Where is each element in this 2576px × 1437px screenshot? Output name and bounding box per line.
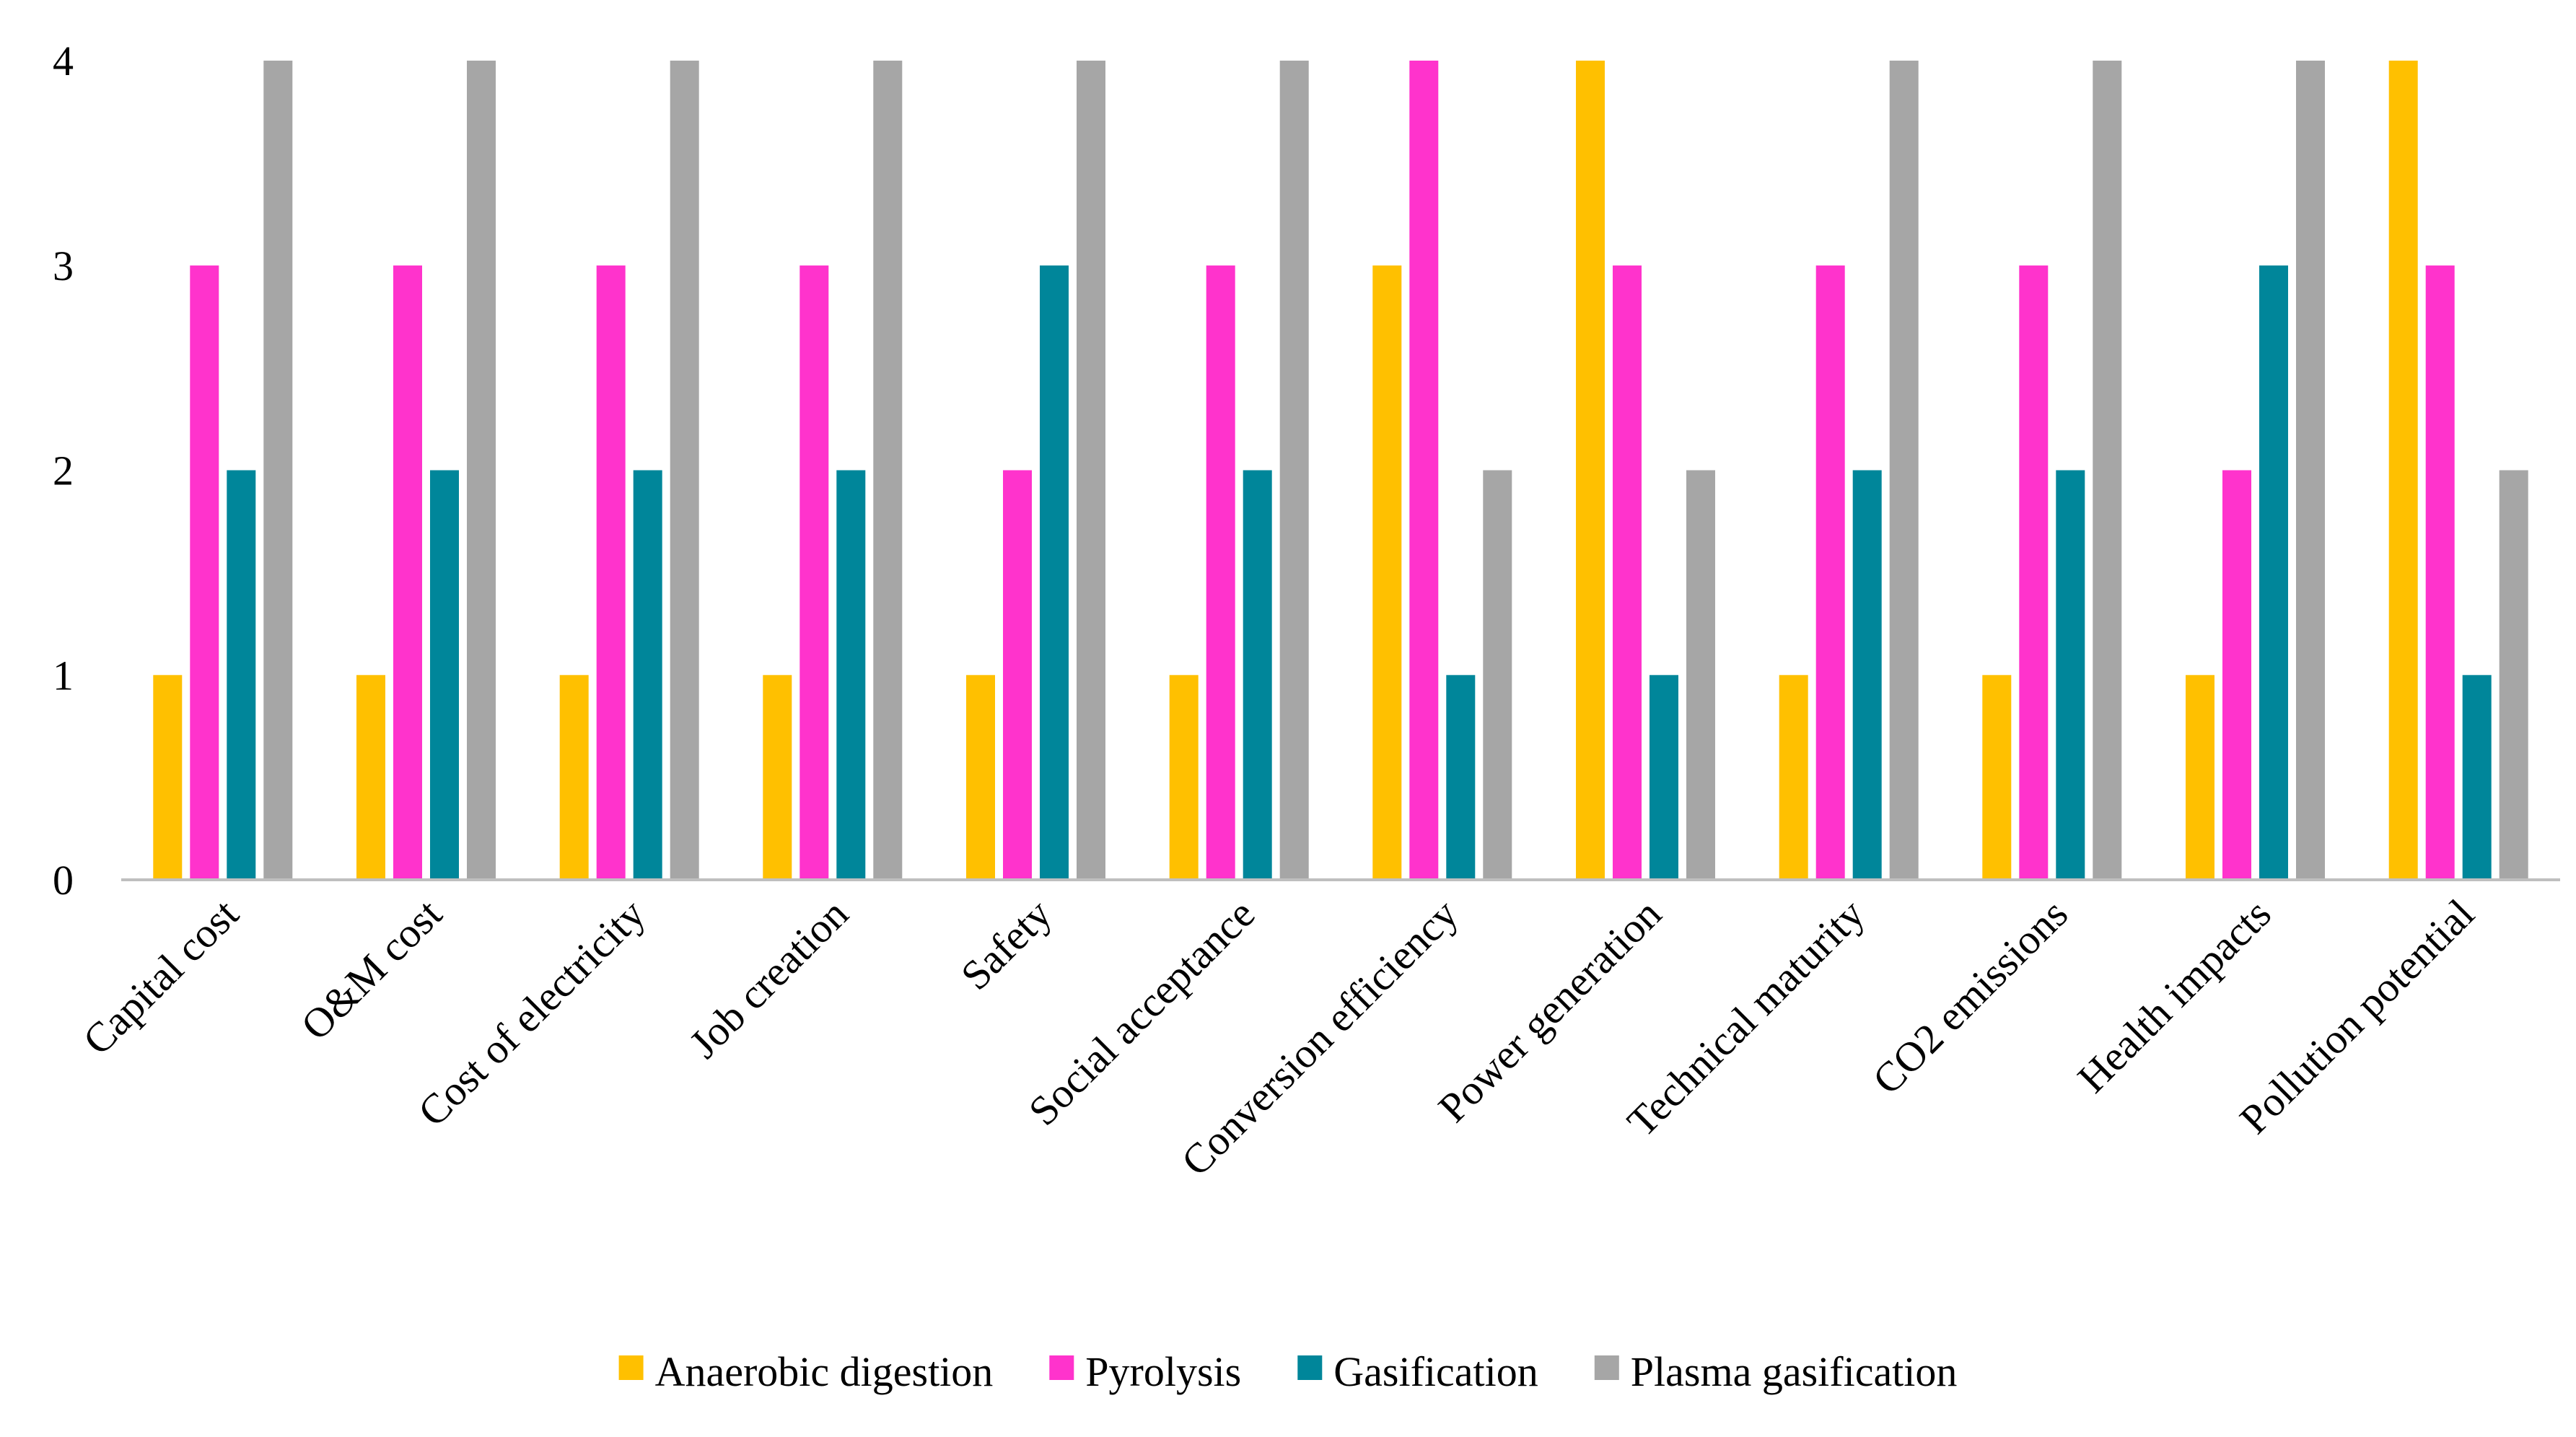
bar-4-8 [1686,470,1715,880]
legend-swatch-4 [1594,1355,1619,1380]
y-tick-label-1: 1 [53,652,74,699]
y-tick-label-0: 0 [53,857,74,904]
legend-swatch-3 [1297,1355,1323,1380]
bar-2-9 [1815,265,1845,881]
bar-1-12 [2388,61,2418,880]
bar-4-9 [1889,61,1919,880]
x-tick-label-5: Safety [952,890,1061,999]
x-tick-label-8: Power generation [1429,890,1670,1131]
bar-2-8 [1613,265,1642,881]
bar-4-1 [263,61,293,880]
x-tick-label-1: Capital cost [74,890,247,1064]
bar-3-6 [1243,470,1272,880]
bar-3-7 [1446,675,1476,881]
bar-1-11 [2186,675,2214,881]
bar-4-3 [670,61,699,880]
bar-2-1 [190,265,219,881]
bar-4-11 [2296,61,2325,880]
bar-1-2 [356,675,385,881]
bar-1-6 [1169,675,1199,881]
bar-1-5 [966,675,995,881]
bar-4-12 [2499,470,2528,880]
legend-label-3: Gasification [1333,1348,1538,1395]
bar-2-2 [393,265,422,881]
x-tick-label-10: CO2 emissions [1864,890,2077,1103]
bar-2-3 [596,265,626,881]
legend-label-4: Plasma gasification [1631,1348,1958,1395]
bar-1-7 [1372,265,1402,881]
bar-3-2 [430,470,459,880]
x-tick-label-11: Health impacts [2069,890,2280,1101]
legend: Anaerobic digestion Pyrolysis Gasification… [618,1348,1958,1395]
bar-1-3 [559,675,589,881]
bar-2-6 [1206,265,1235,881]
bars-layer [153,61,2528,881]
bar-1-8 [1576,61,1605,880]
y-tick-label-4: 4 [53,38,74,84]
bar-3-4 [836,470,866,880]
legend-label-1: Anaerobic digestion [655,1348,994,1395]
bar-3-9 [1852,470,1882,880]
bar-3-11 [2259,265,2288,881]
y-tick-label-2: 2 [53,447,74,494]
legend-label-2: Pyrolysis [1085,1348,1241,1395]
bar-2-11 [2222,470,2251,880]
bar-4-10 [2093,61,2122,880]
bar-4-4 [873,61,903,880]
bar-3-12 [2462,675,2492,881]
bar-2-12 [2425,265,2455,881]
bar-2-4 [799,265,829,881]
x-tick-label-4: Job creation [680,890,857,1067]
bar-4-6 [1279,61,1309,880]
x-tick-label-2: O&M cost [292,890,450,1049]
bar-4-2 [467,61,496,880]
y-tick-label-3: 3 [53,243,74,289]
bar-2-5 [1003,470,1032,880]
bar-3-3 [633,470,662,880]
bar-2-10 [2019,265,2049,881]
bar-3-1 [227,470,256,880]
bar-1-9 [1779,675,1808,881]
bar-2-7 [1409,61,1439,880]
bar-1-4 [763,675,792,881]
legend-swatch-1 [618,1355,644,1380]
bar-1-1 [153,675,183,881]
legend-swatch-2 [1049,1355,1074,1380]
bar-3-8 [1650,675,1678,881]
bar-3-10 [2056,470,2085,880]
bar-4-7 [1483,470,1512,880]
bar-3-5 [1040,265,1069,881]
bar-1-10 [1982,675,2012,881]
bar-4-5 [1077,61,1105,880]
